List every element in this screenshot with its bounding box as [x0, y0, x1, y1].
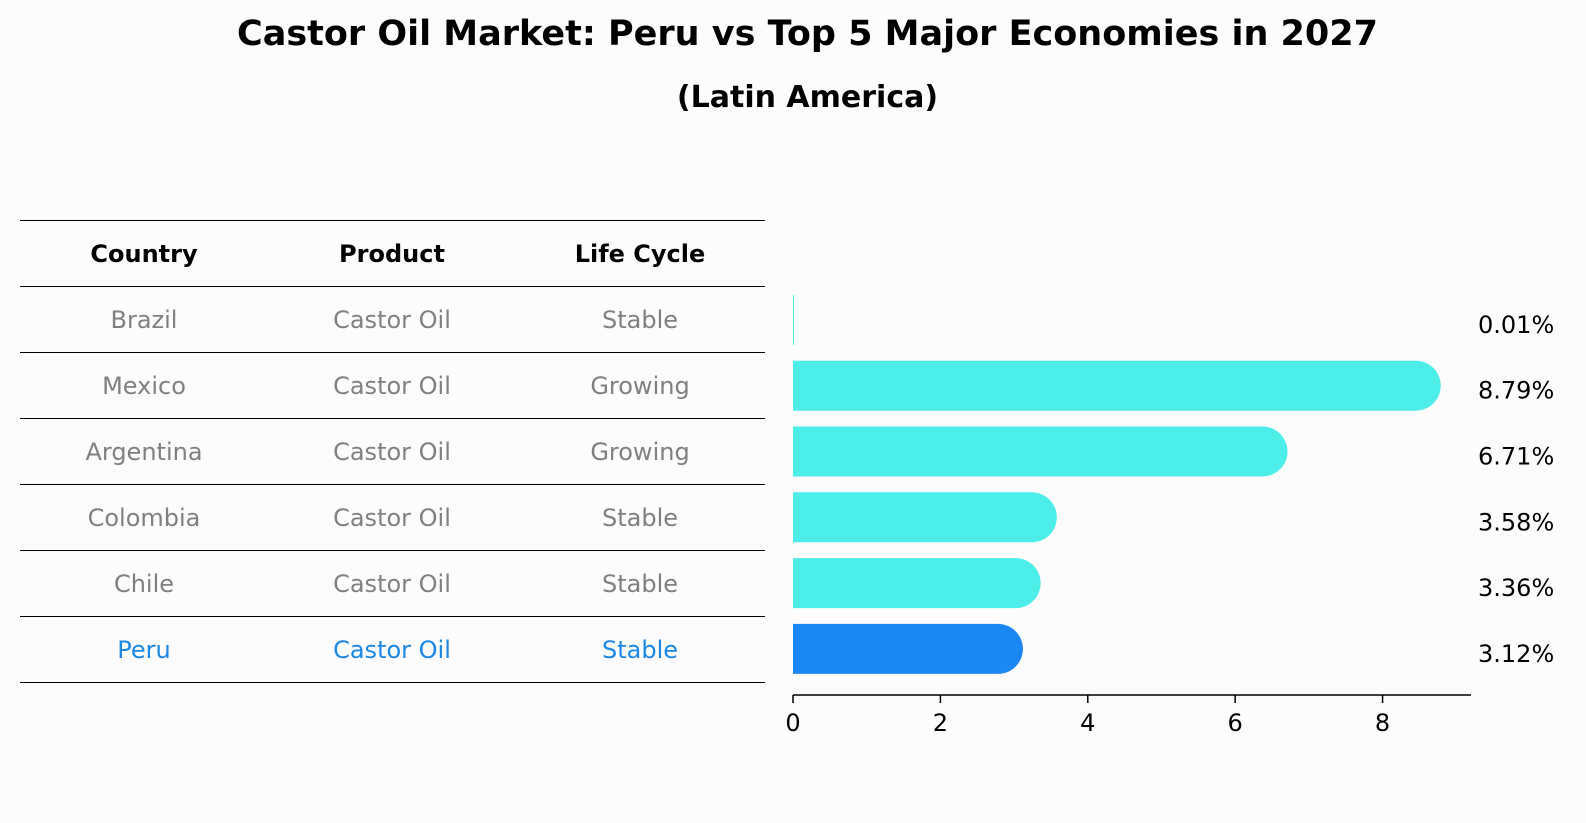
bar-brazil: [793, 294, 794, 345]
x-tick-label: 4: [1080, 709, 1095, 737]
cell-product: Castor Oil: [333, 371, 451, 400]
cell-life-cycle: Stable: [601, 305, 679, 334]
table-header-row: Country Product Life Cycle: [20, 220, 765, 286]
bar-value-label: 3.36%: [1478, 574, 1554, 602]
bar-chile: [793, 558, 1041, 609]
table-row: Mexico Castor Oil Growing: [20, 352, 765, 418]
data-table: Country Product Life Cycle Brazil Castor…: [20, 220, 765, 683]
cell-life-cycle: Stable: [601, 569, 679, 598]
cell-country: Mexico: [102, 371, 186, 400]
cell-country: Colombia: [87, 503, 201, 532]
cell-country: Peru: [117, 635, 171, 664]
bar-mexico: [793, 360, 1441, 411]
bar-argentina: [793, 426, 1288, 477]
table-row: Chile Castor Oil Stable: [20, 550, 765, 616]
table-row: Colombia Castor Oil Stable: [20, 484, 765, 550]
cell-life-cycle: Growing: [590, 371, 690, 400]
x-tick-label: 6: [1228, 709, 1243, 737]
cell-product: Castor Oil: [333, 569, 451, 598]
header-country: Country: [90, 239, 198, 268]
bar-colombia: [793, 492, 1057, 543]
cell-life-cycle: Stable: [601, 635, 679, 664]
cell-product: Castor Oil: [333, 635, 451, 664]
x-tick-label: 0: [785, 709, 800, 737]
cell-country: Brazil: [110, 305, 178, 334]
cell-country: Argentina: [85, 437, 203, 466]
header-product: Product: [339, 239, 445, 268]
cell-product: Castor Oil: [333, 437, 451, 466]
x-tick-label: 2: [933, 709, 948, 737]
bar-value-label: 3.12%: [1478, 640, 1554, 668]
cell-country: Chile: [113, 569, 175, 598]
cell-product: Castor Oil: [333, 503, 451, 532]
cell-life-cycle: Growing: [590, 437, 690, 466]
table-row: Argentina Castor Oil Growing: [20, 418, 765, 484]
header-life-cycle: Life Cycle: [574, 239, 706, 268]
bar-value-label: 8.79%: [1478, 377, 1554, 405]
x-tick-label: 8: [1375, 709, 1390, 737]
chart-subtitle: (Latin America): [676, 80, 939, 115]
bar-value-label: 3.58%: [1478, 508, 1554, 536]
cell-product: Castor Oil: [333, 305, 451, 334]
bar-peru: [793, 623, 1023, 674]
bar-value-label: 6.71%: [1478, 443, 1554, 471]
table-row-highlighted: Peru Castor Oil Stable: [20, 616, 765, 683]
table-row: Brazil Castor Oil Stable: [20, 286, 765, 352]
chart-title: Castor Oil Market: Peru vs Top 5 Major E…: [237, 14, 1378, 54]
cell-life-cycle: Stable: [601, 503, 679, 532]
bar-value-label: 0.01%: [1478, 311, 1554, 339]
